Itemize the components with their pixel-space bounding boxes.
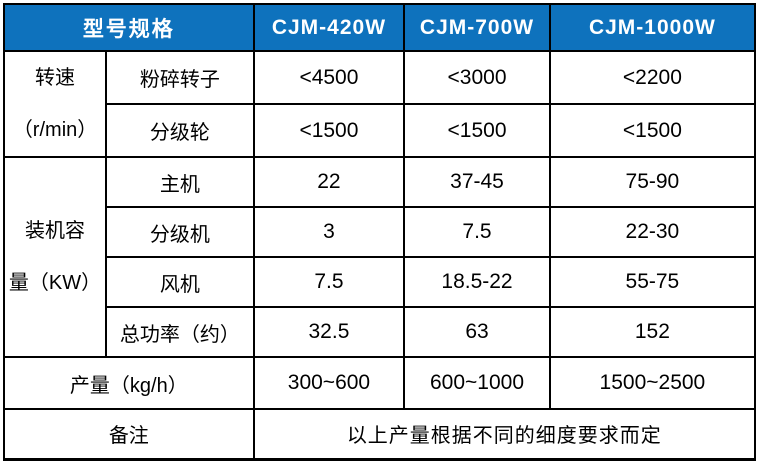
value-cell: <3000: [403, 50, 551, 105]
model-spec-table: 型号规格 CJM-420W CJM-700W CJM-1000W 转速 （r/m…: [2, 3, 757, 461]
model-header-cell: CJM-700W: [403, 3, 551, 52]
value-cell: <4500: [252, 50, 406, 105]
row-label-classifier-wheel: 分级轮: [105, 103, 255, 158]
table-row: 转速 （r/min） 粉碎转子 <4500 <3000 <2200: [2, 50, 757, 158]
value-cell: 22: [252, 156, 406, 208]
value-cell: 600~1000: [403, 356, 551, 410]
remark-note-cell: 以上产量根据不同的细度要求而定: [252, 408, 757, 460]
value-cell: <1500: [252, 103, 406, 158]
table-header-row: 型号规格 CJM-420W CJM-700W CJM-1000W: [3, 3, 757, 52]
row-label-fan: 风机: [105, 256, 255, 308]
value-cell: <1500: [403, 103, 551, 158]
value-cell: 7.5: [403, 206, 551, 258]
value-cell: 75-90: [548, 156, 757, 208]
value-cell: 300~600: [252, 356, 406, 410]
value-cell: 37-45: [403, 156, 551, 208]
row-label-total-power: 总功率（约）: [105, 306, 255, 358]
value-cell: 1500~2500: [548, 356, 757, 410]
table-row: 风机 7.5 18.5-22 55-75: [4, 256, 757, 308]
value-cell: 22-30: [548, 206, 757, 258]
value-cell: 152: [548, 306, 757, 358]
value-cell: <1500: [548, 103, 757, 158]
spec-header-cell: 型号规格: [3, 3, 255, 52]
row-label-classifier: 分级机: [105, 206, 255, 258]
value-cell: 32.5: [252, 306, 406, 358]
table-row: 分级轮 <1500 <1500 <1500: [4, 103, 757, 158]
value-cell: 18.5-22: [403, 256, 551, 308]
row-label-main-machine: 主机: [105, 156, 255, 208]
value-cell: <2200: [548, 50, 757, 105]
row-label-output: 产量（kg/h）: [3, 356, 255, 410]
table-row-output: 产量（kg/h） 300~600 600~1000 1500~2500: [3, 356, 757, 410]
row-label-remark: 备注: [3, 408, 255, 460]
value-cell: 63: [403, 306, 551, 358]
table-row: 装机容 量（KW） 主机 22 37-45 75-90: [2, 156, 757, 358]
group-label-installed-power: 装机容 量（KW）: [2, 156, 108, 358]
table-row: 分级机 3 7.5 22-30: [4, 206, 757, 258]
table-row: 总功率（约） 32.5 63 152: [4, 306, 757, 358]
value-cell: 55-75: [548, 256, 757, 308]
table-row-remark: 备注 以上产量根据不同的细度要求而定: [3, 408, 757, 460]
value-cell: 3: [252, 206, 406, 258]
value-cell: 7.5: [252, 256, 406, 308]
row-label-crushing-rotor: 粉碎转子: [105, 50, 255, 105]
model-header-cell: CJM-1000W: [548, 3, 757, 52]
group-label-speed: 转速 （r/min）: [2, 50, 108, 158]
model-header-cell: CJM-420W: [252, 3, 406, 52]
